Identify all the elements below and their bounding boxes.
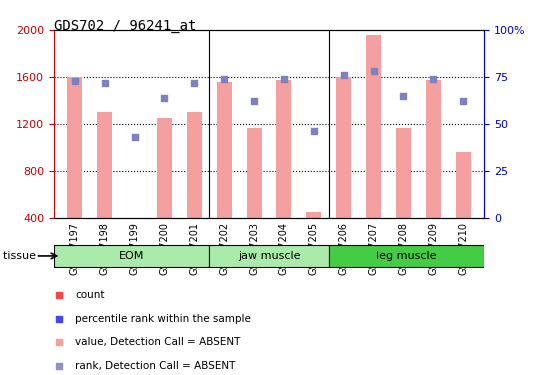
Bar xyxy=(336,77,351,218)
Bar xyxy=(246,128,261,217)
Point xyxy=(100,80,109,86)
FancyBboxPatch shape xyxy=(329,245,484,267)
Bar xyxy=(217,82,232,218)
Text: EOM: EOM xyxy=(119,251,144,261)
Text: rank, Detection Call = ABSENT: rank, Detection Call = ABSENT xyxy=(75,361,236,370)
Bar xyxy=(97,112,112,218)
Point xyxy=(280,76,288,82)
Point xyxy=(130,134,139,140)
Point xyxy=(399,93,408,99)
Point xyxy=(339,72,348,78)
Text: tissue: tissue xyxy=(3,251,40,261)
Point xyxy=(459,98,468,104)
Text: value, Detection Call = ABSENT: value, Detection Call = ABSENT xyxy=(75,337,240,347)
Point xyxy=(160,94,169,100)
Bar xyxy=(456,152,471,217)
Bar xyxy=(157,118,172,218)
Point xyxy=(429,76,438,82)
Bar xyxy=(187,112,202,218)
Text: GDS702 / 96241_at: GDS702 / 96241_at xyxy=(54,19,196,33)
Bar xyxy=(306,211,321,217)
Point xyxy=(70,78,79,84)
Text: count: count xyxy=(75,290,104,300)
FancyBboxPatch shape xyxy=(54,245,209,267)
FancyBboxPatch shape xyxy=(209,245,329,267)
Bar xyxy=(67,77,82,218)
Text: percentile rank within the sample: percentile rank within the sample xyxy=(75,314,251,324)
Bar xyxy=(366,35,381,218)
Text: jaw muscle: jaw muscle xyxy=(238,251,300,261)
Point xyxy=(250,98,258,104)
Bar xyxy=(396,128,411,217)
Bar xyxy=(426,80,441,218)
Point xyxy=(220,76,229,82)
Point xyxy=(190,80,199,86)
Point xyxy=(309,128,318,134)
Point xyxy=(369,68,378,74)
Text: leg muscle: leg muscle xyxy=(376,251,437,261)
Bar xyxy=(277,80,292,218)
